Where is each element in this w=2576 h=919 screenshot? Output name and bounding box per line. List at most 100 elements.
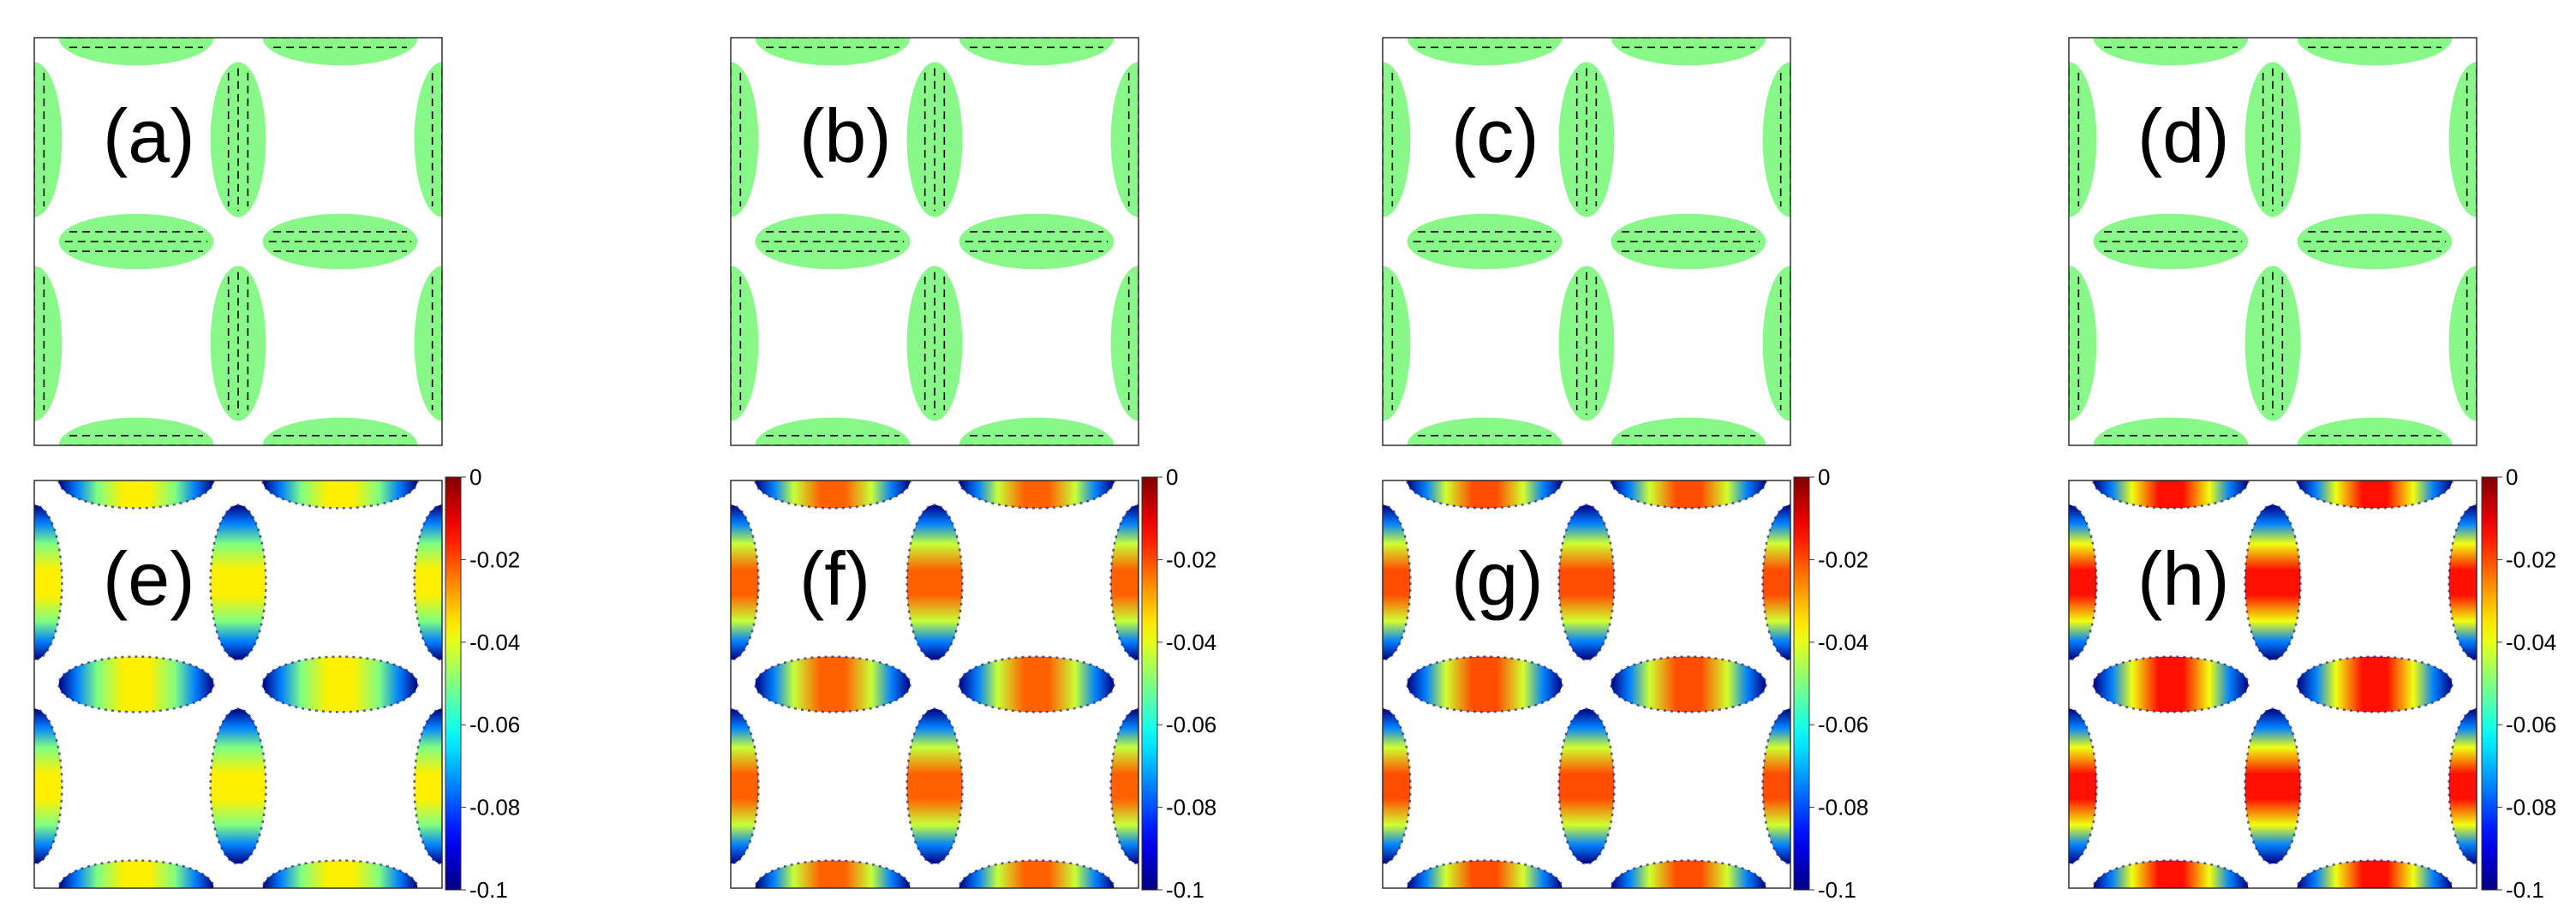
ellipse-edge <box>2244 504 2302 661</box>
green-ellipse <box>34 62 63 218</box>
colorbar-tick-label: 0 <box>2506 464 2518 490</box>
green-ellipse <box>2297 38 2453 66</box>
panel-label: (g) <box>1451 536 1544 621</box>
colorbar-tick-label: -0.08 <box>2506 795 2556 821</box>
green-ellipse <box>414 62 442 218</box>
colorbar-tick-label: -0.06 <box>1818 712 1868 737</box>
green-ellipse <box>755 38 911 66</box>
heatmap-ellipse <box>414 708 442 864</box>
colorbar-tick-label: 0 <box>469 464 481 490</box>
heatmap-ellipse <box>2093 480 2249 509</box>
heatmap-ellipse <box>1611 480 1766 509</box>
ellipse-edge <box>754 655 911 713</box>
panel-f: (f) <box>730 480 1139 889</box>
heatmap-ellipse <box>2093 860 2249 888</box>
green-ellipse <box>2297 417 2453 445</box>
colorbar-strip <box>445 476 462 891</box>
panel-e: (e) <box>33 480 443 889</box>
ellipse-edge <box>1557 504 1616 661</box>
green-ellipse <box>2093 417 2249 445</box>
panel-border <box>2068 480 2477 889</box>
panel-label: (h) <box>2137 536 2230 621</box>
heatmap-ellipse <box>731 708 759 864</box>
panel-plot-area <box>2069 38 2477 445</box>
panel-c: (c) <box>1382 37 1791 446</box>
ellipse-edge <box>1406 655 1563 713</box>
green-ellipse <box>1383 266 1411 421</box>
heatmap-ellipse <box>2297 480 2453 509</box>
ellipse-edge <box>958 859 1115 888</box>
colorbar-tick-label: -0.1 <box>469 877 508 903</box>
panel-label: (c) <box>1451 93 1539 178</box>
colorbar-tick-label: -0.04 <box>1818 630 1868 655</box>
panel-plot-area <box>1383 480 1790 888</box>
colorbar-tick-label: -0.04 <box>469 630 520 655</box>
colorbar: 0 -0.02 -0.04 -0.06 -0.08 -0.1 <box>445 464 520 903</box>
green-ellipse <box>58 417 214 445</box>
colorbar-strip <box>1141 476 1158 891</box>
colorbar-tick-label: -0.08 <box>1166 795 1216 821</box>
ellipse-edge <box>1406 859 1563 888</box>
heatmap-ellipse <box>906 708 963 864</box>
panel-label: (b) <box>799 93 892 178</box>
heatmap-ellipse <box>210 504 266 660</box>
heatmap-ellipse <box>2297 860 2453 888</box>
heatmap-ellipse <box>1110 708 1139 864</box>
ellipse-edge <box>261 859 419 888</box>
heatmap-ellipse <box>959 480 1115 509</box>
colorbar-tick-label: -0.02 <box>1818 546 1868 572</box>
colorbar-tick-label: -0.1 <box>2506 877 2544 903</box>
panel-label: (e) <box>103 536 195 621</box>
green-ellipse <box>1762 266 1790 421</box>
panel-h: (h) <box>2068 480 2477 889</box>
heatmap-ellipse <box>1558 708 1615 864</box>
heatmap-ellipse <box>1383 504 1411 660</box>
green-ellipse <box>1407 38 1563 66</box>
heatmap-ellipse <box>1407 480 1563 509</box>
heatmap-ellipse <box>262 860 418 888</box>
colorbar-tick-label: -0.06 <box>469 712 520 737</box>
colorbar-tick-label: -0.02 <box>2506 546 2556 572</box>
green-ellipse <box>58 38 214 66</box>
panel-border <box>1382 37 1791 446</box>
heatmap-ellipse <box>2244 708 2301 864</box>
ellipse-edge <box>2244 707 2302 865</box>
colorbar-tick-label: -0.04 <box>2506 630 2556 655</box>
green-ellipse <box>1383 62 1411 218</box>
heatmap-ellipse <box>1762 504 1790 660</box>
ellipse-edge <box>2092 859 2250 888</box>
colorbar-strip <box>1793 476 1810 891</box>
green-ellipse <box>1110 62 1139 218</box>
heatmap-ellipse <box>1762 708 1790 864</box>
heatmap-ellipse <box>959 656 1115 713</box>
heatmap-ellipse <box>2244 504 2301 660</box>
ellipse-edge <box>2296 655 2453 713</box>
heatmap-ellipse <box>58 656 214 713</box>
ellipse-edge <box>1610 859 1767 888</box>
panel-border <box>1382 480 1791 889</box>
panel-plot-area <box>34 480 442 888</box>
heatmap-ellipse <box>262 656 418 713</box>
colorbar-tick-label: -0.02 <box>1166 546 1216 572</box>
panel-plot-area <box>731 38 1139 445</box>
colorbar-strip <box>2481 476 2498 891</box>
panel-label: (a) <box>103 93 195 178</box>
green-ellipse <box>959 417 1115 445</box>
panel-plot-area <box>1383 38 1790 445</box>
colorbar-tick-label: -0.02 <box>469 546 520 572</box>
heatmap-ellipse <box>959 860 1115 888</box>
ellipse-edge <box>57 655 215 713</box>
green-ellipse <box>2069 266 2097 421</box>
ellipse-edge <box>261 655 419 713</box>
panel-a: (a) <box>33 37 443 446</box>
colorbar: 0 -0.02 -0.04 -0.06 -0.08 -0.1 <box>1141 464 1216 903</box>
panel-label: (f) <box>799 536 870 621</box>
colorbar: 0 -0.02 -0.04 -0.06 -0.08 -0.1 <box>2481 464 2556 903</box>
heatmap-ellipse <box>1407 656 1563 713</box>
heatmap-ellipse <box>2448 504 2477 660</box>
green-ellipse <box>262 417 418 445</box>
heatmap-ellipse <box>2069 504 2097 660</box>
heatmap-ellipse <box>58 480 214 509</box>
panel-plot-area <box>2069 480 2477 888</box>
